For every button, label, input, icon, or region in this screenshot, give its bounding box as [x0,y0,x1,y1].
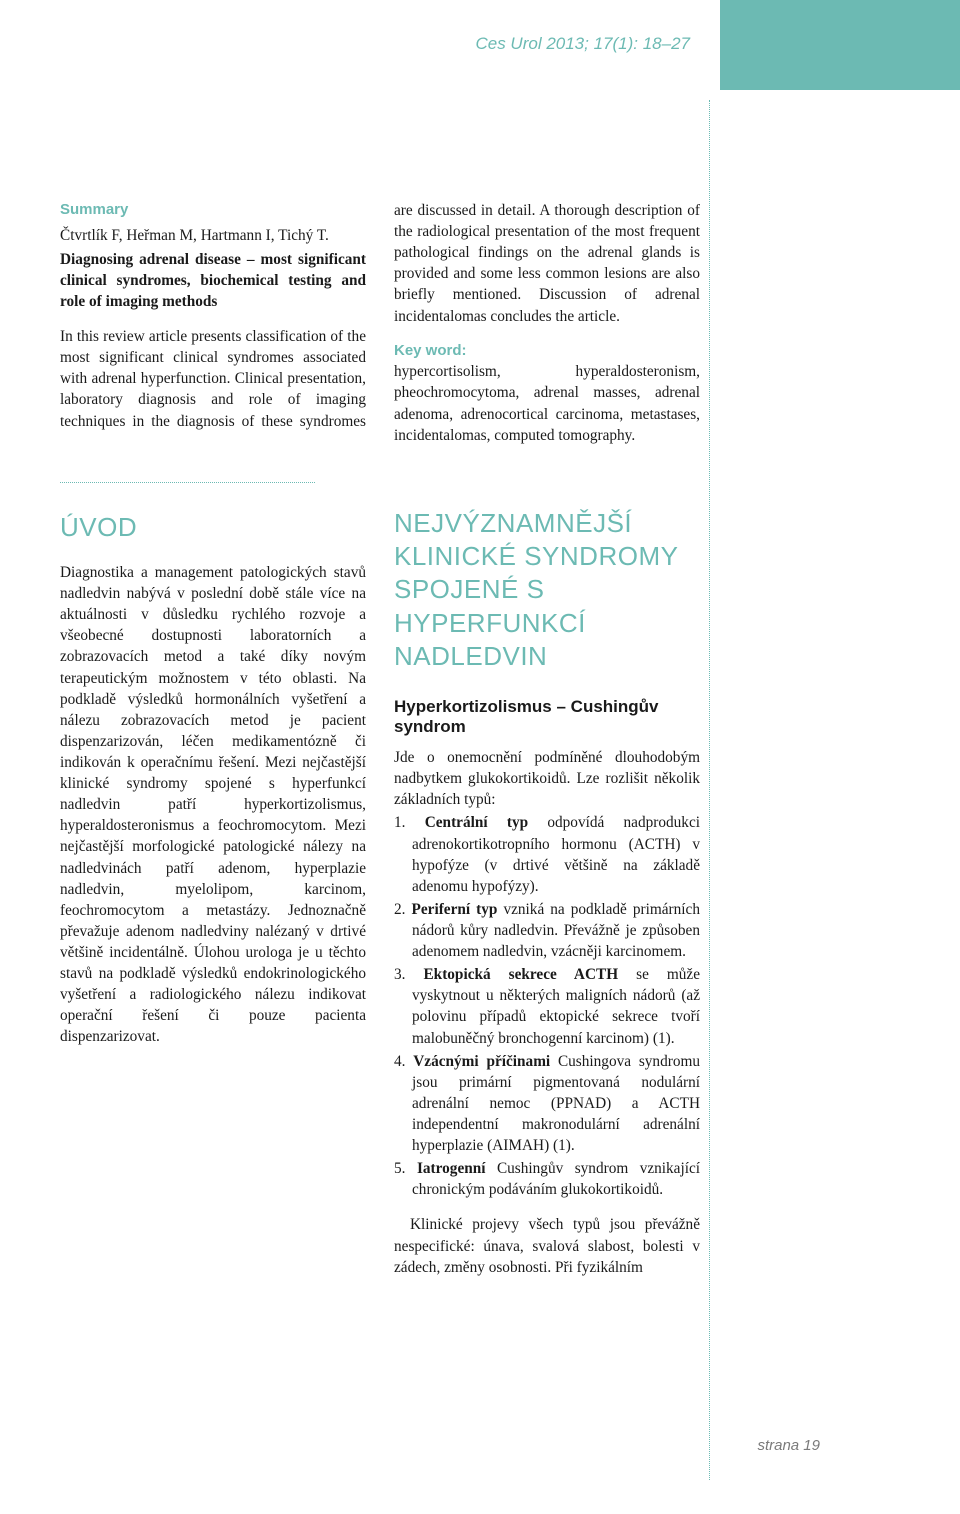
types-list: 1. Centrální typ odpovídá nadprodukci ad… [394,812,700,1200]
keyword-label: Key word: [394,341,700,362]
uvod-body: Diagnostika a management patologických s… [60,562,366,1048]
section-heading-main: NEJVÝZNAMNĚJŠÍ KLINICKÉ SYNDROMY SPOJENÉ… [394,507,700,673]
section-dotted-rule [60,482,315,483]
body-columns: ÚVOD Diagnostika a management patologick… [60,511,700,1278]
running-head: Ces Urol 2013; 17(1): 18–27 [475,34,690,54]
margin-dotted-rule [709,100,710,1480]
subsection-intro: Jde o onemocnění podmíněné dlouhodobým n… [394,747,700,810]
summary-label: Summary [60,200,366,221]
subsection-heading: Hyperkortizolismus – Cushingův syndrom [394,697,700,737]
page-content: Summary Čtvrtlík F, Heřman M, Hartmann I… [60,200,700,1278]
header-accent-bar [720,0,960,90]
types-list-item: 5. Iatrogenní Cushingův syndrom vznikají… [394,1158,700,1200]
types-list-item: 4. Vzácnými příčinami Cushingova syndrom… [394,1051,700,1157]
right-column: NEJVÝZNAMNĚJŠÍ KLINICKÉ SYNDROMY SPOJENÉ… [394,511,700,1278]
keywords-text: hypercortisolism, hyperaldosteronism, ph… [394,361,700,445]
left-column: ÚVOD Diagnostika a management patologick… [60,511,366,1278]
section-heading-uvod: ÚVOD [60,511,366,544]
summary-block: Summary Čtvrtlík F, Heřman M, Hartmann I… [60,200,700,446]
summary-authors: Čtvrtlík F, Heřman M, Hartmann I, Tichý … [60,225,366,246]
summary-title: Diagnosing adrenal disease – most signif… [60,249,366,312]
page-number: strana 19 [757,1437,820,1454]
types-list-item: 3. Ektopická sekrece ACTH se může vyskyt… [394,964,700,1048]
types-list-item: 2. Periferní typ vzniká na podkladě prim… [394,899,700,962]
types-list-item: 1. Centrální typ odpovídá nadprodukci ad… [394,812,700,896]
subsection-after: Klinické projevy všech typů jsou převážn… [394,1214,700,1277]
